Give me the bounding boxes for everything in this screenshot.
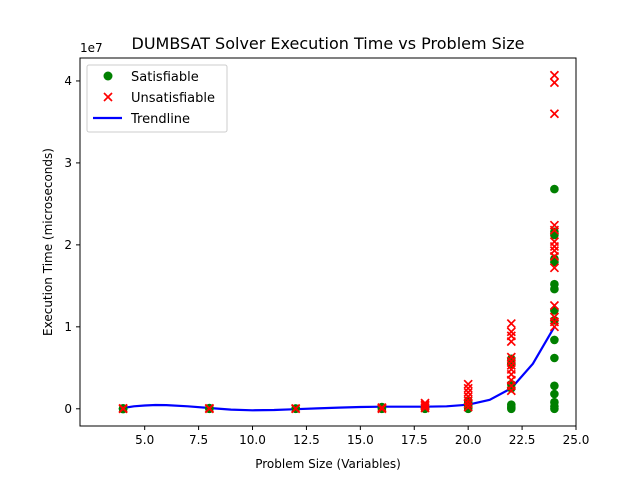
point-unsatisfiable: [463, 402, 473, 412]
point-unsatisfiable: [204, 403, 214, 413]
x-tick-label: 12.5: [293, 433, 320, 447]
legend-marker-satisfiable: [103, 71, 113, 81]
legend-label-unsatisfiable: Unsatisfiable: [131, 91, 215, 106]
point-satisfiable: [550, 227, 559, 237]
point-unsatisfiable: [420, 398, 430, 408]
point-satisfiable: [550, 381, 559, 391]
point-satisfiable: [507, 400, 516, 410]
legend-label-trendline: Trendline: [130, 112, 190, 127]
point-unsatisfiable: [463, 395, 473, 406]
point-unsatisfiable: [549, 263, 560, 273]
point-unsatisfiable: [463, 399, 473, 409]
trendline-path: [122, 326, 556, 412]
point-unsatisfiable: [420, 401, 430, 411]
point-unsatisfiable: [549, 70, 560, 80]
point-satisfiable: [550, 254, 559, 264]
x-tick-label: 20.0: [455, 433, 482, 447]
trendline-layer: [122, 326, 556, 412]
point-unsatisfiable: [420, 400, 430, 410]
point-unsatisfiable: [549, 300, 560, 311]
y-tick-label: 4: [64, 74, 72, 88]
x-tick-label: 7.5: [189, 433, 208, 447]
point-unsatisfiable: [291, 403, 301, 414]
data-points-layer: [118, 70, 560, 414]
point-satisfiable: [550, 389, 559, 399]
point-unsatisfiable: [377, 402, 387, 413]
point-unsatisfiable: [506, 360, 516, 370]
y-tick-label: 2: [64, 238, 72, 252]
point-unsatisfiable: [506, 327, 516, 337]
point-unsatisfiable: [549, 236, 560, 247]
legend-marker-unsatisfiable: [103, 92, 113, 102]
point-satisfiable: [550, 279, 559, 289]
x-tick-label: 5.0: [135, 433, 154, 447]
y-axis-label: Execution Time (microseconds): [41, 148, 55, 336]
x-axis-label: Problem Size (Variables): [255, 457, 401, 471]
plot-area-frame: [79, 57, 577, 427]
point-unsatisfiable: [506, 318, 516, 329]
point-satisfiable: [507, 354, 516, 364]
legend-frame: [86, 64, 228, 133]
point-unsatisfiable: [506, 352, 516, 362]
point-unsatisfiable: [463, 383, 473, 393]
point-satisfiable: [550, 397, 559, 407]
y-axis-ticks: 0 1 2 3 4: [64, 74, 80, 416]
point-unsatisfiable: [549, 246, 560, 256]
point-unsatisfiable: [506, 364, 516, 375]
y-tick-label: 0: [64, 402, 72, 416]
x-tick-label: 25.0: [563, 433, 590, 447]
x-tick-label: 22.5: [509, 433, 536, 447]
x-tick-label: 15.0: [347, 433, 374, 447]
chart-title: DUMBSAT Solver Execution Time vs Problem…: [132, 34, 525, 53]
x-tick-label: 17.5: [401, 433, 428, 447]
legend-label-satisfiable: Satisfiable: [131, 70, 199, 85]
point-unsatisfiable: [506, 331, 516, 341]
point-unsatisfiable: [549, 109, 560, 119]
x-tick-label: 10.0: [239, 433, 266, 447]
y-tick-label: 1: [64, 320, 72, 334]
point-unsatisfiable: [549, 77, 560, 88]
point-unsatisfiable: [118, 403, 128, 413]
point-unsatisfiable: [463, 387, 473, 397]
point-satisfiable: [550, 335, 559, 345]
point-unsatisfiable: [463, 391, 473, 402]
point-unsatisfiable: [506, 356, 516, 366]
point-unsatisfiable: [463, 379, 473, 389]
y-tick-label: 3: [64, 156, 72, 170]
point-satisfiable: [550, 184, 559, 194]
y-axis-offset-label: 1e7: [80, 41, 103, 55]
x-axis-ticks: 5.0 7.5 10.0 12.5 15.0 17.5 20.0 22.5 25.0: [135, 426, 589, 447]
point-unsatisfiable: [549, 312, 560, 322]
legend: Satisfiable Unsatisfiable Trendline: [86, 64, 228, 133]
point-unsatisfiable: [549, 220, 560, 230]
point-satisfiable: [550, 353, 559, 363]
